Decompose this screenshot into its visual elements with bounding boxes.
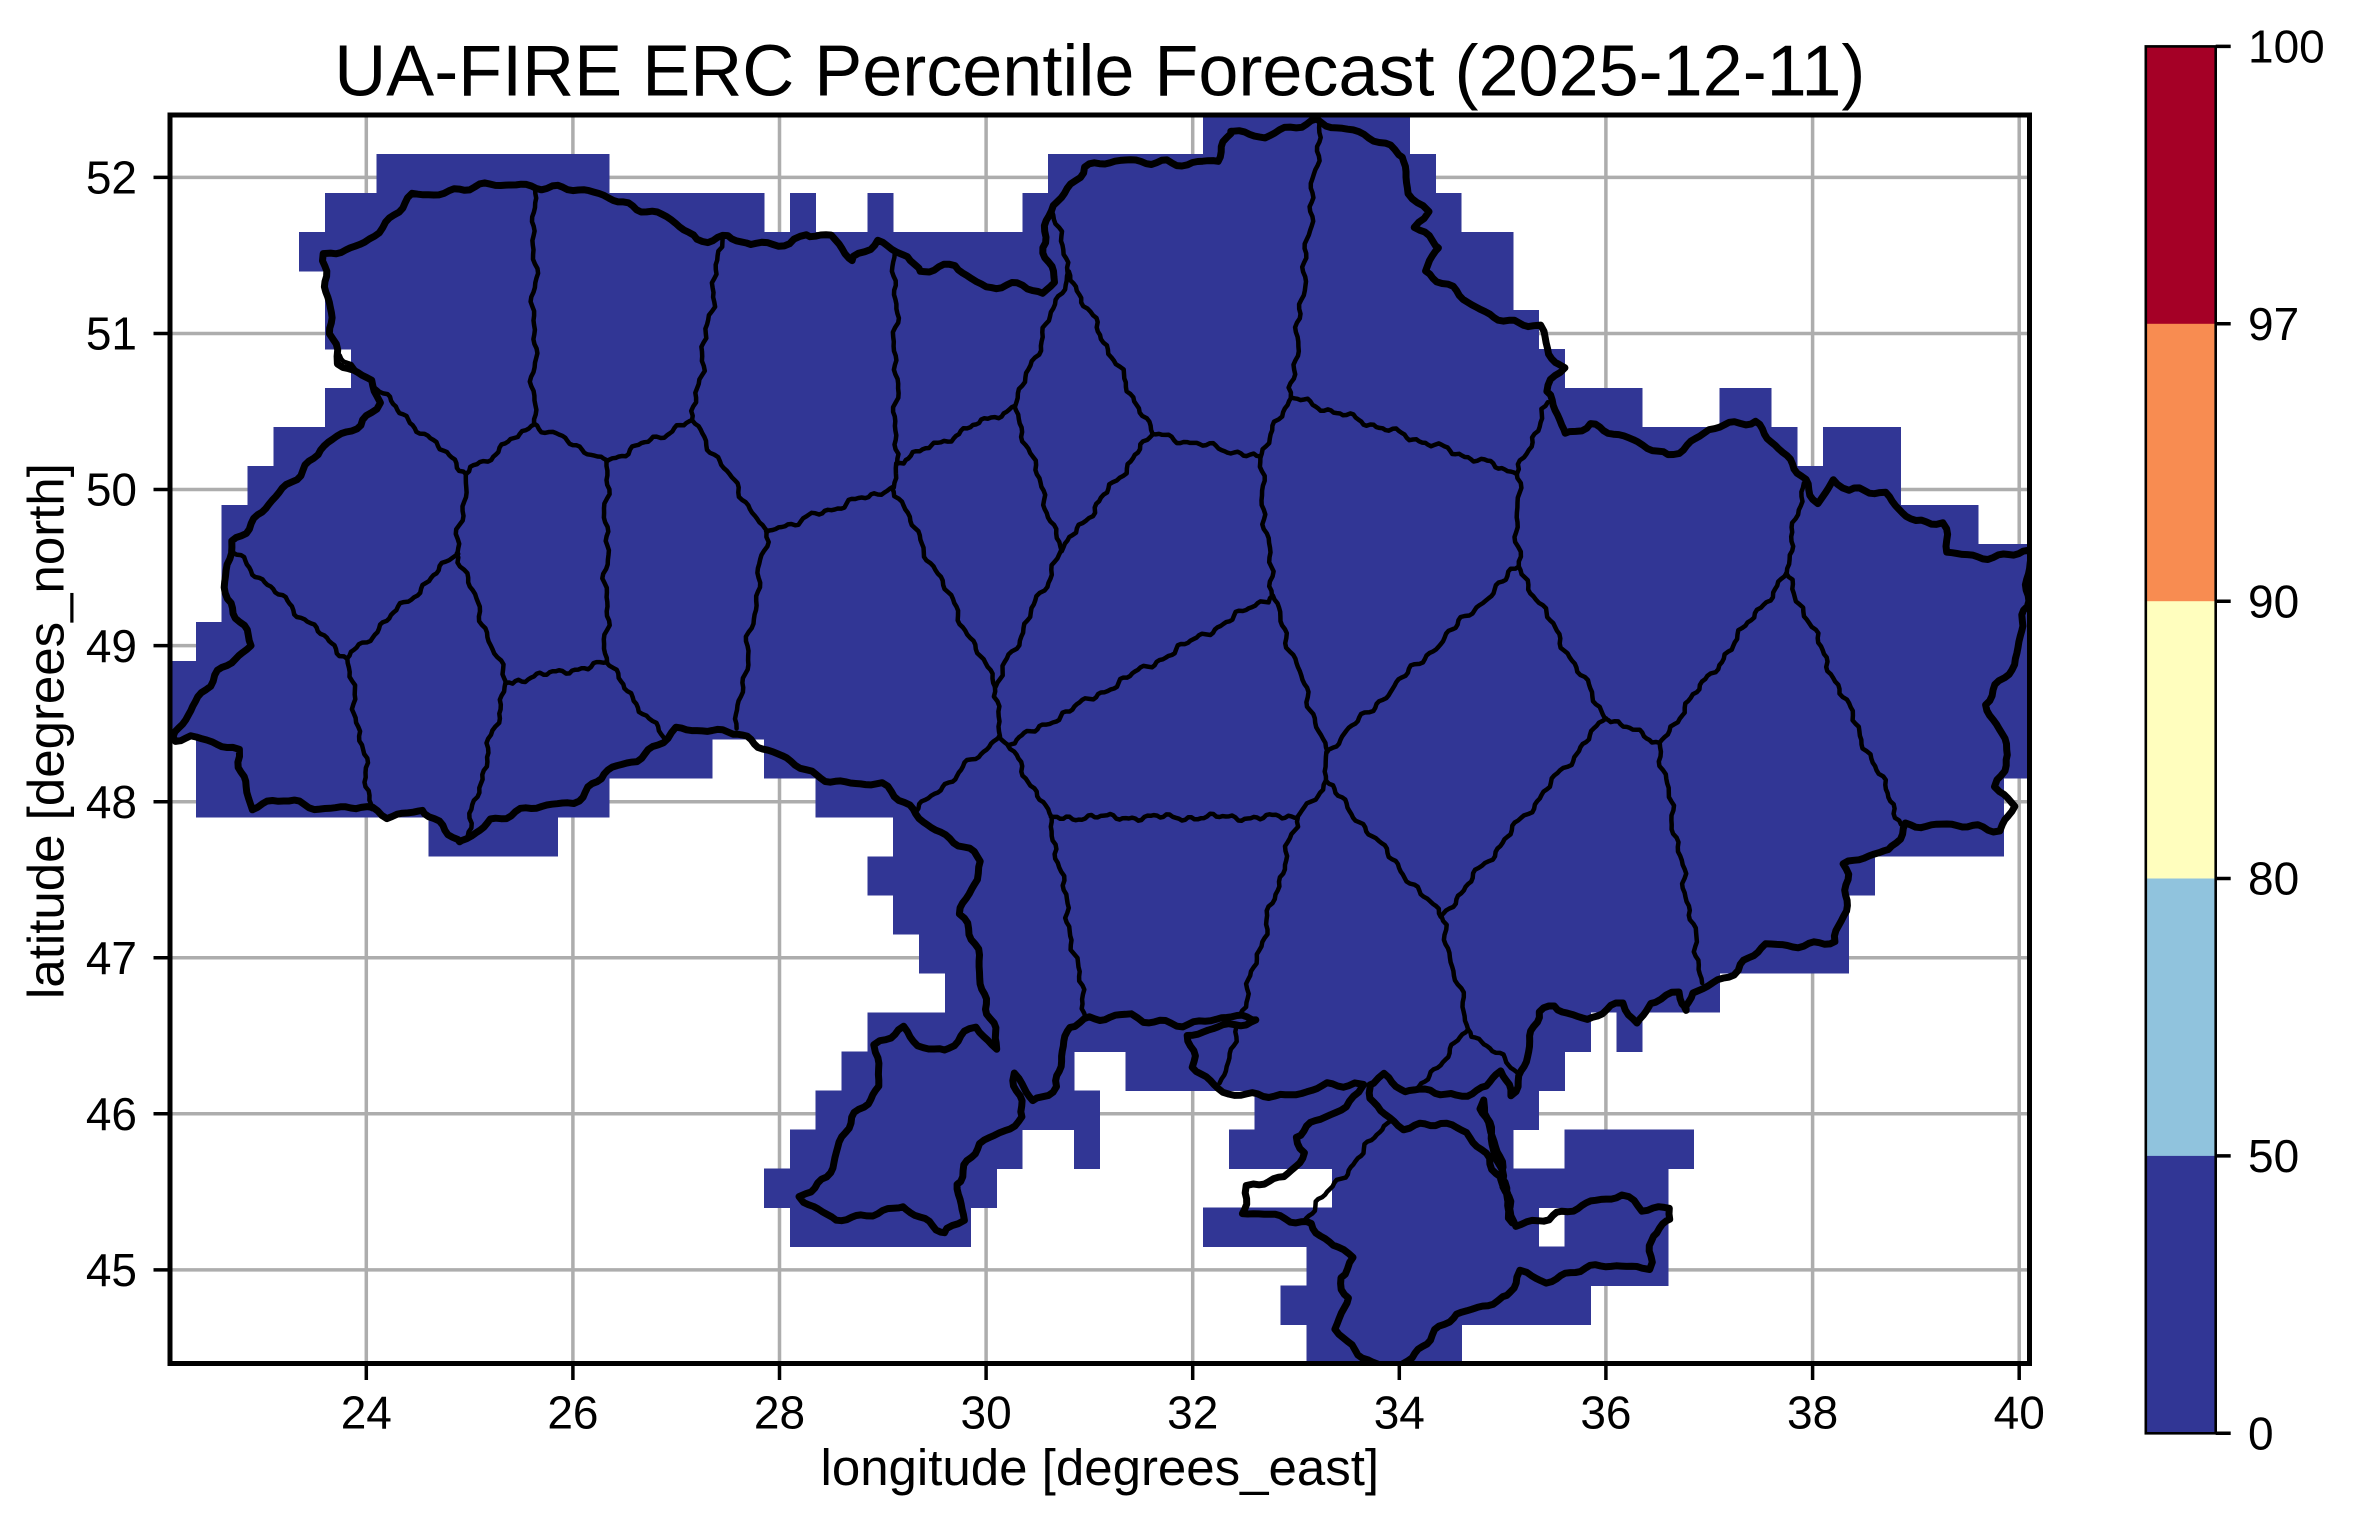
svg-text:46: 46	[86, 1088, 137, 1140]
svg-text:32: 32	[1167, 1386, 1218, 1438]
svg-text:80: 80	[2248, 853, 2299, 905]
svg-text:97: 97	[2248, 298, 2299, 350]
svg-text:45: 45	[86, 1244, 137, 1296]
svg-text:100: 100	[2248, 21, 2325, 73]
svg-text:50: 50	[2248, 1130, 2299, 1182]
svg-text:latitude [degrees_north]: latitude [degrees_north]	[18, 463, 75, 999]
svg-text:48: 48	[86, 776, 137, 828]
svg-text:38: 38	[1787, 1386, 1838, 1438]
svg-text:49: 49	[86, 620, 137, 672]
svg-text:52: 52	[86, 152, 137, 204]
svg-text:34: 34	[1374, 1386, 1425, 1438]
svg-text:40: 40	[1994, 1386, 2045, 1438]
svg-text:24: 24	[341, 1386, 392, 1438]
svg-text:36: 36	[1580, 1386, 1631, 1438]
svg-text:47: 47	[86, 932, 137, 984]
svg-text:0: 0	[2248, 1408, 2274, 1460]
svg-text:longitude [degrees_east]: longitude [degrees_east]	[821, 1439, 1380, 1496]
svg-text:30: 30	[961, 1386, 1012, 1438]
svg-text:90: 90	[2248, 575, 2299, 627]
svg-text:26: 26	[547, 1386, 598, 1438]
svg-text:28: 28	[754, 1386, 805, 1438]
svg-text:50: 50	[86, 464, 137, 516]
svg-text:51: 51	[86, 308, 137, 360]
svg-text:UA-FIRE ERC Percentile Forecas: UA-FIRE ERC Percentile Forecast (2025-12…	[334, 32, 1865, 112]
